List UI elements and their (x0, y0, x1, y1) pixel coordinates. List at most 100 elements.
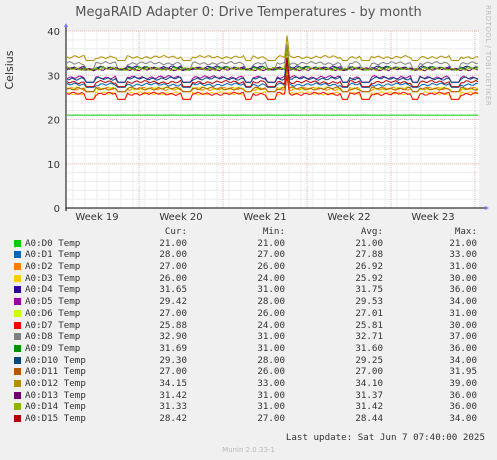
legend-min: 31.00 (257, 401, 285, 413)
legend-swatch (14, 309, 21, 317)
series-line (66, 48, 479, 72)
legend-min: 26.00 (257, 366, 285, 378)
legend: Cur: Min: Avg: Max: A0:D0 Temp 21.00 21.00… (12, 226, 487, 425)
legend-cur: 27.00 (159, 307, 187, 319)
legend-avg: 32.71 (355, 331, 383, 343)
legend-min: 24.00 (257, 319, 285, 331)
legend-min: 28.00 (257, 296, 285, 308)
legend-max: 34.00 (449, 413, 477, 424)
legend-avg: 26.92 (355, 261, 383, 273)
legend-avg: 31.42 (355, 401, 383, 413)
legend-swatch (14, 356, 21, 364)
y-tick-labels: 0 10 20 30 40 (47, 27, 60, 215)
legend-min: 21.00 (257, 237, 285, 249)
legend-row: A0:D9 Temp 31.69 31.00 31.60 36.00 (12, 343, 487, 355)
series-line (66, 48, 479, 72)
legend-row: A0:D12 Temp 34.15 33.00 34.10 39.00 (12, 378, 487, 390)
col-header-max: Max: (454, 226, 477, 237)
legend-min: 33.00 (257, 377, 285, 389)
y-tick-label: 10 (47, 160, 60, 171)
rrdtool-credit: RRDTOOL / TOBI OETIKER (484, 5, 492, 107)
series-line (66, 61, 479, 88)
series-lines (66, 35, 479, 116)
legend-max: 31.95 (449, 366, 477, 378)
x-tick-label: Week 23 (411, 212, 454, 223)
legend-avg: 31.75 (355, 284, 383, 296)
y-tick-label: 0 (54, 204, 60, 215)
legend-label: A0:D9 Temp (25, 342, 81, 354)
legend-max: 30.00 (449, 319, 477, 331)
legend-swatch (14, 403, 21, 411)
legend-row: A0:D10 Temp 29.30 28.00 29.25 34.00 (12, 355, 487, 367)
legend-avg: 27.01 (355, 307, 383, 319)
legend-min: 31.00 (257, 331, 285, 343)
legend-label: A0:D15 Temp (25, 413, 86, 424)
grid-lines (66, 30, 479, 209)
x-tick-labels: Week 19 Week 20 Week 21 Week 22 Week 23 (75, 212, 454, 223)
legend-cur: 34.15 (159, 377, 187, 389)
legend-row: A0:D13 Temp 31.42 31.00 31.37 36.00 (12, 390, 487, 402)
legend-swatch (14, 321, 21, 329)
legend-swatch (14, 415, 21, 422)
legend-cur: 27.00 (159, 366, 187, 378)
legend-row: A0:D0 Temp 21.00 21.00 21.00 21.00 (12, 238, 487, 250)
legend-cur: 31.33 (159, 401, 187, 413)
legend-label: A0:D10 Temp (25, 354, 86, 366)
series-line (66, 35, 479, 61)
legend-avg: 25.92 (355, 272, 383, 284)
series-line (66, 57, 479, 88)
legend-label: A0:D6 Temp (25, 307, 81, 319)
legend-swatch (14, 344, 21, 352)
legend-label: A0:D14 Temp (25, 401, 86, 413)
legend-max: 31.00 (449, 261, 477, 273)
legend-swatch (14, 379, 21, 387)
legend-avg: 28.44 (355, 413, 383, 424)
legend-row: A0:D14 Temp 31.33 31.00 31.42 36.00 (12, 401, 487, 413)
legend-min: 26.00 (257, 261, 285, 273)
legend-label: A0:D13 Temp (25, 389, 86, 401)
x-axis-arrow (485, 206, 489, 210)
legend-swatch (14, 274, 21, 282)
legend-row: A0:D1 Temp 28.00 27.00 27.88 33.00 (12, 249, 487, 261)
legend-row: A0:D11 Temp 27.00 26.00 27.00 31.95 (12, 366, 487, 378)
legend-cur: 28.42 (159, 413, 187, 424)
legend-max: 34.00 (449, 354, 477, 366)
legend-avg: 21.00 (355, 237, 383, 249)
axes (64, 23, 489, 211)
legend-row: A0:D8 Temp 32.90 31.00 32.71 37.00 (12, 331, 487, 343)
col-header-cur: Cur: (164, 226, 187, 237)
col-header-avg: Avg: (360, 226, 383, 237)
x-tick-label: Week 22 (327, 212, 370, 223)
series-line (66, 66, 479, 93)
legend-avg: 29.25 (355, 354, 383, 366)
legend-max: 33.00 (449, 249, 477, 261)
legend-label: A0:D0 Temp (25, 237, 81, 249)
legend-swatch (14, 251, 21, 259)
legend-min: 26.00 (257, 307, 285, 319)
legend-avg: 34.10 (355, 377, 383, 389)
legend-swatch (14, 333, 21, 341)
legend-min: 24.00 (257, 272, 285, 284)
chart-title: MegaRAID Adapter 0: Drive Temperatures -… (75, 5, 422, 20)
legend-max: 30.00 (449, 272, 477, 284)
y-tick-label: 40 (47, 27, 60, 38)
legend-label: A0:D3 Temp (25, 272, 81, 284)
legend-label: A0:D1 Temp (25, 249, 81, 261)
legend-label: A0:D7 Temp (25, 319, 81, 331)
legend-avg: 31.37 (355, 389, 383, 401)
legend-swatch (14, 298, 21, 306)
legend-swatch (14, 239, 21, 247)
legend-cur: 29.30 (159, 354, 187, 366)
x-tick-label: Week 21 (243, 212, 286, 223)
series-line (66, 75, 479, 100)
legend-min: 31.00 (257, 284, 285, 296)
legend-label: A0:D5 Temp (25, 296, 81, 308)
legend-label: A0:D4 Temp (25, 284, 81, 296)
legend-max: 36.00 (449, 284, 477, 296)
y-axis-arrow (64, 23, 68, 27)
legend-label: A0:D11 Temp (25, 366, 86, 378)
col-header-min: Min: (262, 226, 285, 237)
legend-row: A0:D3 Temp 26.00 24.00 25.92 30.00 (12, 273, 487, 285)
legend-min: 31.00 (257, 342, 285, 354)
y-tick-label: 30 (47, 71, 60, 82)
